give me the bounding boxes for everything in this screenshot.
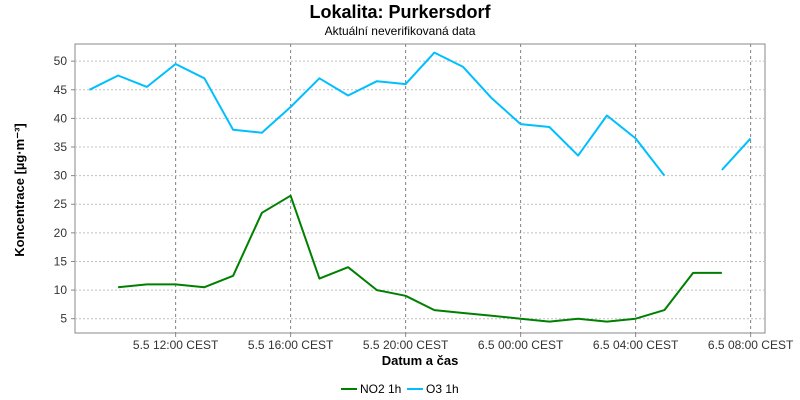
grid-lines [75,44,765,333]
y-tick-label: 45 [54,83,68,97]
legend-item: O3 1h [407,382,459,396]
legend: NO2 1h O3 1h [341,382,459,396]
y-tick-label: 30 [54,169,68,183]
x-tick-label: 5.5 16:00 CEST [248,338,334,352]
x-axis-ticks: 5.5 12:00 CEST 5.5 16:00 CEST 5.5 20:00 CE… [133,333,794,352]
legend-item: NO2 1h [341,382,401,396]
series-o3-1h [88,51,752,177]
y-tick-label: 5 [60,312,67,326]
x-tick-label: 6.5 08:00 CEST [708,338,794,352]
series-line [88,51,666,177]
legend-label: NO2 1h [360,382,401,396]
y-tick-label: 25 [54,197,68,211]
chart-subtitle: Aktuální neverifikovaná data [325,24,476,38]
chart-title: Lokalita: Purkersdorf [309,2,491,22]
legend-label: O3 1h [426,382,459,396]
series-no2-1h [118,194,722,323]
y-tick-label: 20 [54,226,68,240]
y-tick-label: 50 [54,54,68,68]
series-line [721,137,752,171]
x-tick-label: 6.5 04:00 CEST [593,338,679,352]
y-tick-label: 15 [54,254,68,268]
y-tick-label: 10 [54,283,68,297]
x-axis-title: Datum a čas [382,353,459,368]
y-tick-label: 40 [54,111,68,125]
series-line [118,194,722,323]
x-tick-label: 5.5 20:00 CEST [363,338,449,352]
x-tick-label: 5.5 12:00 CEST [133,338,219,352]
y-tick-label: 35 [54,140,68,154]
x-tick-label: 6.5 00:00 CEST [478,338,564,352]
series-lines [88,51,752,323]
y-axis-ticks: 5 10 15 20 25 30 35 40 45 50 [54,54,75,326]
y-axis-title: Koncentrace [µg·m⁻³] [12,123,27,257]
